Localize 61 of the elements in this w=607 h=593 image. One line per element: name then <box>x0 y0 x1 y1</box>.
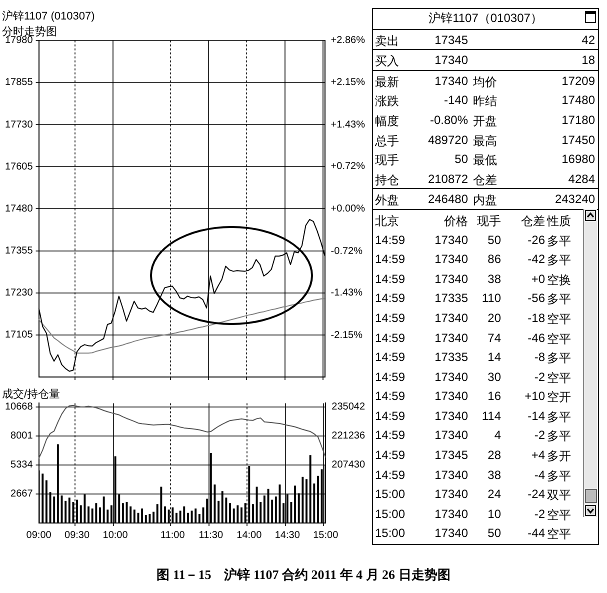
text: 14:59 17340 38 -4 多平 <box>375 468 571 483</box>
x-tick-label: 14:00 <box>236 530 262 541</box>
text: 14:59 17340 74 -46 空平 <box>375 330 571 346</box>
y2-tick-label: +2.15% <box>330 76 366 88</box>
text: 图 11－15 沪锌 1107 合约 2011 年 4 月 26 日走势图 <box>156 566 452 584</box>
y2-tick-label: +1.43% <box>330 119 366 130</box>
x-tick-label: 15:00 <box>313 530 339 541</box>
y-tick-label: 5334 <box>10 460 34 471</box>
y-tick-label: 17980 <box>4 35 34 46</box>
y-tick-label: 17855 <box>4 77 34 88</box>
text: 14:59 17335 110 -56 多平 <box>375 291 571 306</box>
y2-tick-label: 221236 <box>332 430 366 442</box>
text: 15:00 17340 50 -44 空平 <box>375 526 571 542</box>
text: 最新 17340 均价 17209 <box>375 74 595 89</box>
y2-tick-label: -2.15% <box>330 330 363 341</box>
text: 14:59 17340 86 -42 多平 <box>375 252 571 268</box>
y-tick-label: 17480 <box>4 203 34 214</box>
y2-tick-label: +2.86% <box>330 35 366 46</box>
text: 北京 价格 现手 仓差 性质 <box>375 214 571 228</box>
y2-tick-label: +0.00% <box>330 203 366 214</box>
text: 14:59 17340 38 +0 空换 <box>375 272 571 287</box>
y-tick-label: 2667 <box>10 488 34 500</box>
y2-tick-label: 207430 <box>332 460 366 471</box>
text: 外盘 246480 内盘 243240 <box>375 192 595 208</box>
y-tick-label: 10668 <box>4 402 34 413</box>
text: 15:00 17340 24 -24 双平 <box>375 487 571 502</box>
y2-tick-label: +0.72% <box>330 161 366 172</box>
y-tick-label: 17355 <box>4 246 34 257</box>
text: 卖出 17345 42 <box>375 32 595 48</box>
y2-tick-label: -0.72% <box>330 246 363 257</box>
text: 持仓 210872 仓差 4284 <box>375 172 595 187</box>
text: 涨跌 -140 昨结 17480 <box>375 93 595 108</box>
y-tick-label: 17605 <box>4 161 34 172</box>
y-tick-label: 17230 <box>4 288 34 299</box>
text: 14:59 17345 28 +4 多开 <box>375 448 571 464</box>
text: 14:59 17340 16 +10 空开 <box>375 389 571 404</box>
text: 14:59 17335 14 -8 多平 <box>375 350 571 366</box>
y-tick-label: 17105 <box>4 330 34 341</box>
x-tick-label: 14:30 <box>274 530 300 541</box>
x-tick-label: 10:00 <box>102 530 128 541</box>
y-tick-label: 17730 <box>4 119 34 130</box>
text: 沪锌1107（010307） <box>373 9 598 30</box>
chart-title: 成交/持仓量 <box>2 388 60 401</box>
text: 现手 50 最低 16980 <box>375 152 595 168</box>
text: 14:59 17340 50 -26 多平 <box>375 232 571 248</box>
chart-title: 沪锌1107 (010307) <box>2 10 95 23</box>
x-tick-label: 11:00 <box>160 530 186 541</box>
x-tick-label: 09:30 <box>64 530 90 541</box>
text: 总手 489720 最高 17450 <box>375 132 595 148</box>
text: 14:59 17340 30 -2 空平 <box>375 370 571 385</box>
y-tick-label: 8001 <box>10 430 34 442</box>
x-tick-label: 11:30 <box>198 530 224 541</box>
text: 14:59 17340 4 -2 多平 <box>375 428 571 444</box>
y2-tick-label: -1.43% <box>330 288 363 299</box>
text: 幅度 -0.80% 开盘 17180 <box>375 112 595 128</box>
text: 14:59 17340 114 -14 多平 <box>375 408 571 424</box>
text: 15:00 17340 10 -2 空平 <box>375 506 571 522</box>
y2-tick-label: 235042 <box>332 402 366 413</box>
text: 买入 17340 18 <box>375 53 595 68</box>
text: 14:59 17340 20 -18 空平 <box>375 310 571 326</box>
x-tick-label: 09:00 <box>26 530 52 541</box>
